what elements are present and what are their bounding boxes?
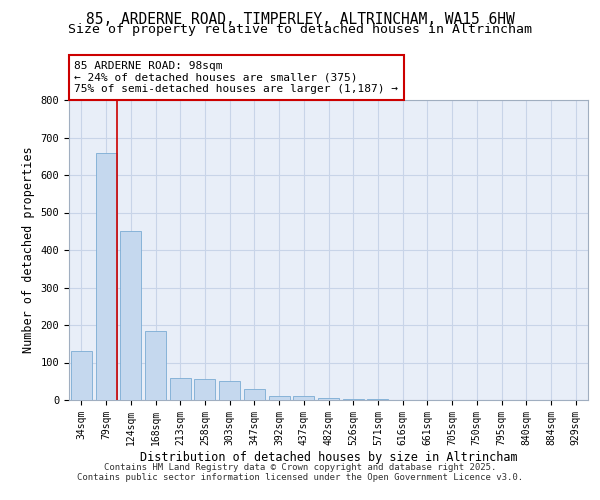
Bar [318, 398, 339, 400]
Bar [71, 351, 92, 400]
Bar [269, 396, 290, 400]
Bar [293, 396, 314, 400]
Bar [145, 330, 166, 400]
Text: Contains HM Land Registry data © Crown copyright and database right 2025.: Contains HM Land Registry data © Crown c… [104, 462, 496, 471]
Text: Contains public sector information licensed under the Open Government Licence v3: Contains public sector information licen… [77, 472, 523, 482]
Bar [244, 389, 265, 400]
Bar [219, 381, 240, 400]
Text: 85, ARDERNE ROAD, TIMPERLEY, ALTRINCHAM, WA15 6HW: 85, ARDERNE ROAD, TIMPERLEY, ALTRINCHAM,… [86, 12, 514, 28]
Text: 85 ARDERNE ROAD: 98sqm
← 24% of detached houses are smaller (375)
75% of semi-de: 85 ARDERNE ROAD: 98sqm ← 24% of detached… [74, 61, 398, 94]
Text: Size of property relative to detached houses in Altrincham: Size of property relative to detached ho… [68, 22, 532, 36]
Bar [343, 399, 364, 400]
Y-axis label: Number of detached properties: Number of detached properties [22, 146, 35, 354]
Bar [120, 231, 141, 400]
Bar [367, 399, 388, 400]
Bar [95, 152, 116, 400]
Bar [170, 378, 191, 400]
Bar [194, 380, 215, 400]
X-axis label: Distribution of detached houses by size in Altrincham: Distribution of detached houses by size … [140, 450, 517, 464]
